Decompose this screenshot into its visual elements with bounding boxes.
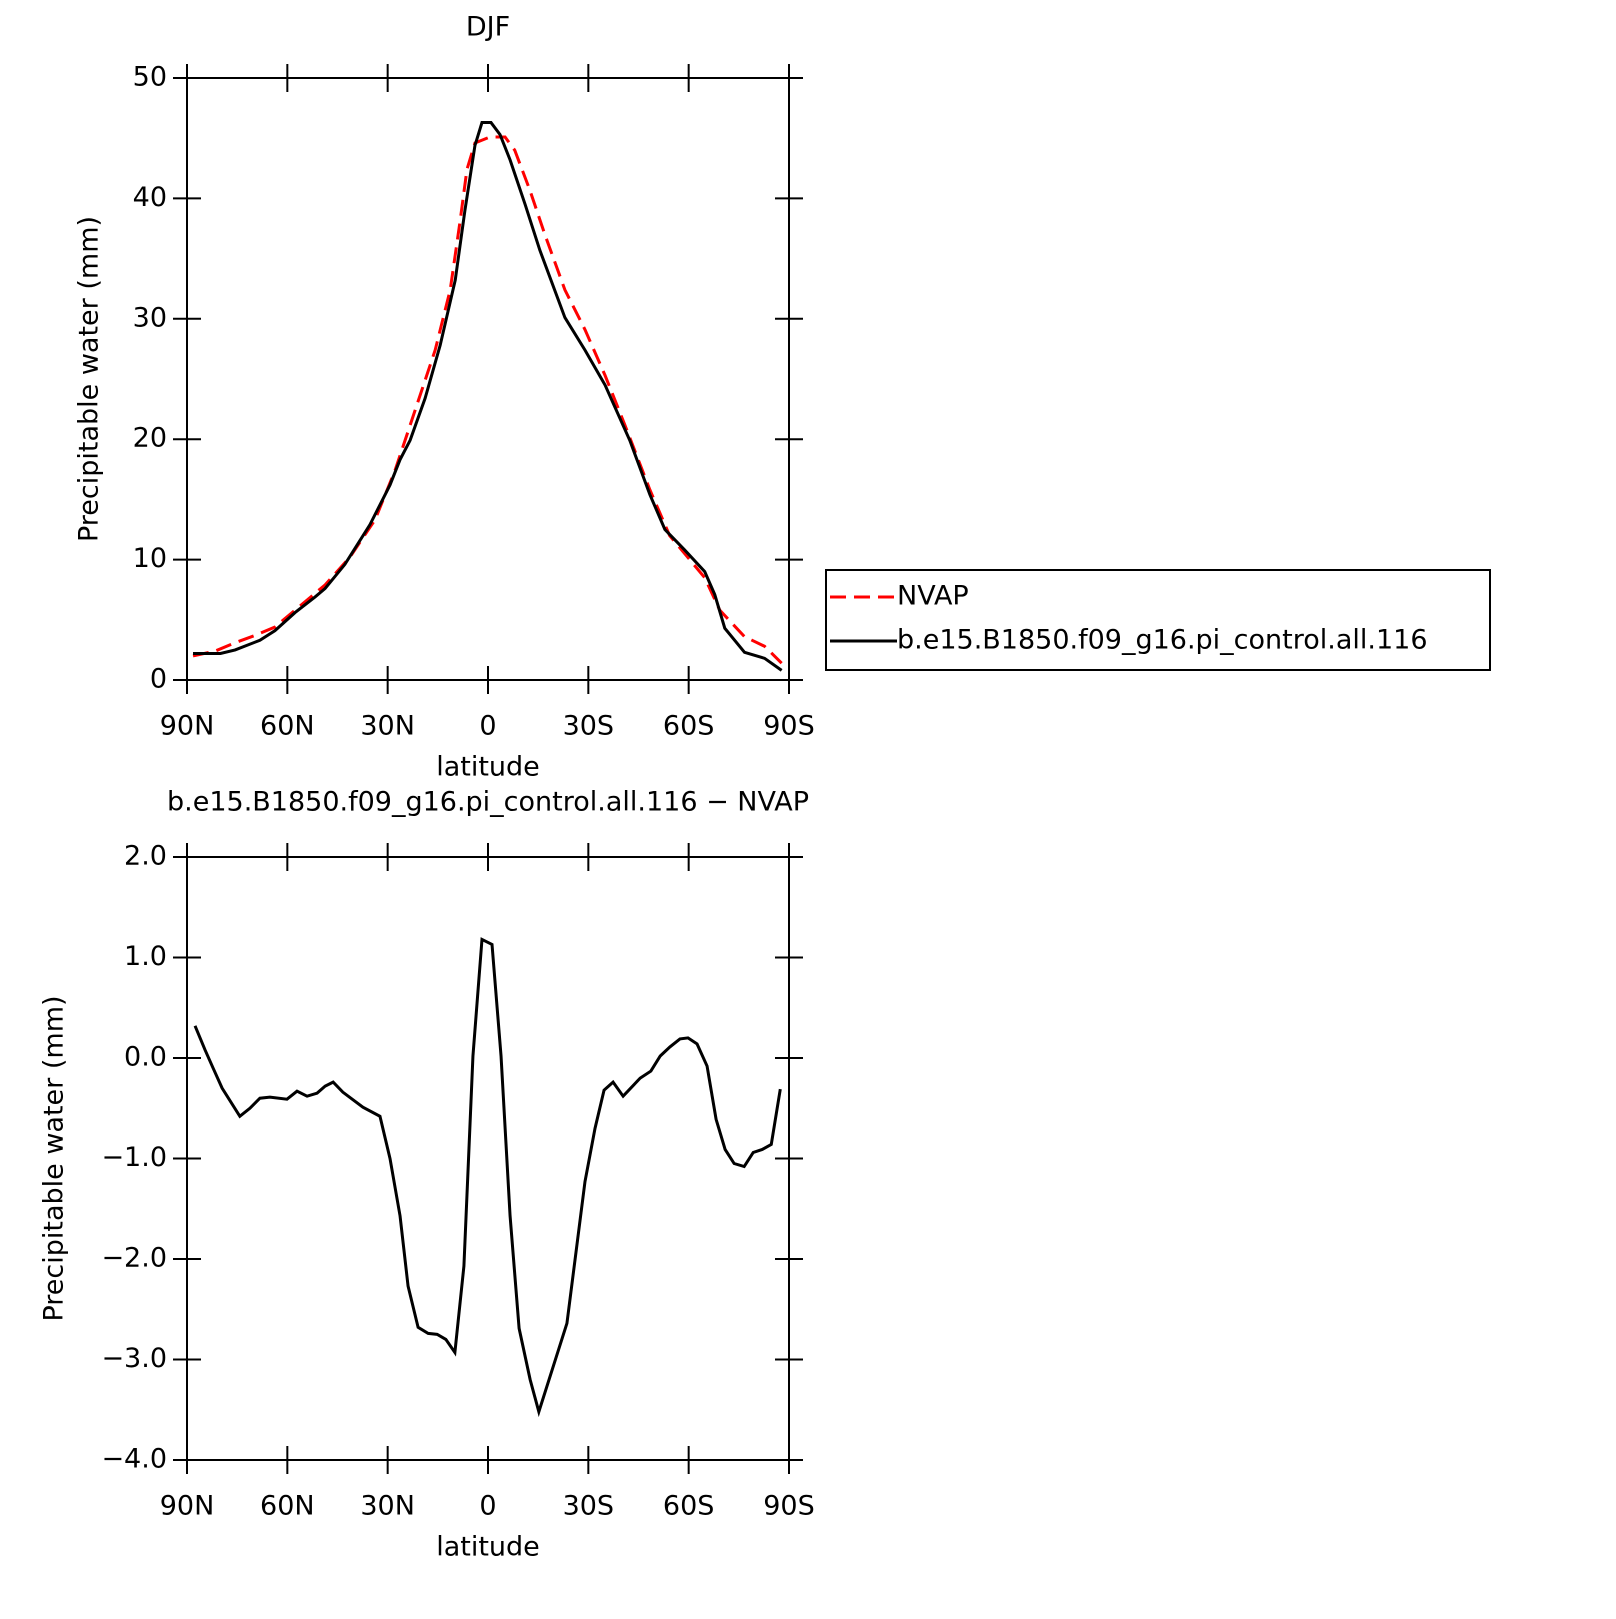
chart-title: DJF: [466, 12, 510, 43]
legend-label: NVAP: [897, 581, 969, 612]
data-line: [192, 135, 783, 665]
y-tick-label: −2.0: [101, 1243, 167, 1274]
data-line: [193, 937, 782, 1418]
x-tick-label: 30S: [563, 711, 615, 742]
legend-box: [825, 569, 1491, 671]
y-tick-label: −1.0: [101, 1142, 167, 1173]
data-line: [193, 121, 783, 672]
x-tick-label: 90N: [160, 711, 215, 742]
y-axis-label: Precipitable water (mm): [39, 995, 70, 1321]
y-tick-label: −4.0: [101, 1444, 167, 1475]
x-tick-label: 0: [479, 1491, 496, 1522]
x-tick-label: 0: [479, 711, 496, 742]
y-tick-label: −3.0: [101, 1343, 167, 1374]
y-axis-label: Precipitable water (mm): [74, 216, 105, 542]
x-tick-label: 90S: [763, 711, 815, 742]
y-tick-label: 2.0: [124, 841, 167, 872]
x-tick-label: 60S: [663, 1491, 715, 1522]
y-tick-label: 30: [133, 302, 167, 333]
y-tick-label: 10: [133, 543, 167, 574]
x-tick-label: 60N: [260, 711, 315, 742]
x-tick-label: 60N: [260, 1491, 315, 1522]
y-tick-label: 40: [133, 182, 167, 213]
legend-label: b.e15.B1850.f09_g16.pi_control.all.116: [897, 625, 1428, 656]
x-axis-label: latitude: [436, 1532, 540, 1563]
y-tick-label: 20: [133, 423, 167, 454]
y-tick-label: 0.0: [124, 1042, 167, 1073]
x-tick-label: 30S: [563, 1491, 615, 1522]
x-tick-label: 90S: [763, 1491, 815, 1522]
y-tick-label: 50: [133, 62, 167, 93]
x-tick-label: 60S: [663, 711, 715, 742]
x-tick-label: 30N: [360, 1491, 415, 1522]
y-tick-label: 1.0: [124, 941, 167, 972]
x-axis-label: latitude: [436, 752, 540, 783]
y-tick-label: 0: [150, 664, 167, 695]
x-tick-label: 30N: [360, 711, 415, 742]
x-tick-label: 90N: [160, 1491, 215, 1522]
plot-frame: [186, 856, 790, 1461]
chart-title: b.e15.B1850.f09_g16.pi_control.all.116 −…: [167, 787, 809, 818]
plot-frame: [186, 77, 790, 681]
